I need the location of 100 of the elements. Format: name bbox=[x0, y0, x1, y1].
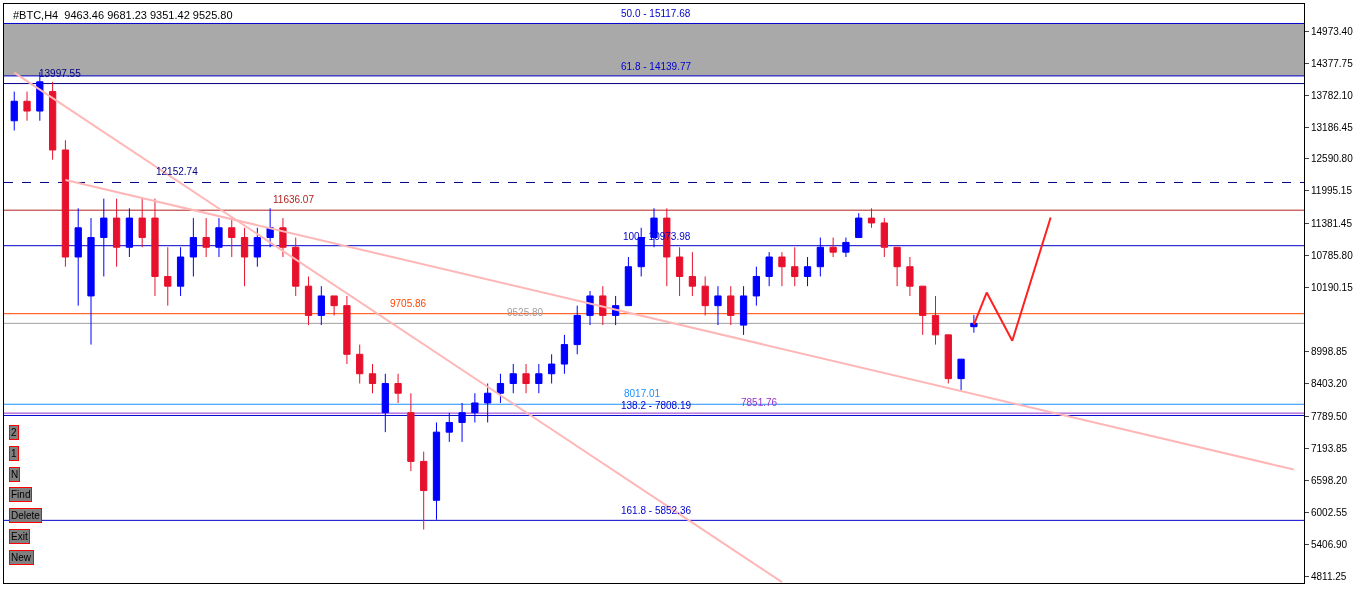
candlestick bbox=[637, 227, 645, 277]
candlestick bbox=[432, 421, 441, 521]
candlestick bbox=[48, 81, 57, 161]
candlestick bbox=[560, 334, 569, 375]
candlestick bbox=[176, 246, 185, 297]
candlestick bbox=[292, 237, 300, 297]
candlestick bbox=[215, 217, 223, 258]
candlestick bbox=[10, 91, 18, 131]
candlestick bbox=[624, 256, 633, 307]
candlestick bbox=[919, 285, 927, 336]
candlestick bbox=[522, 363, 530, 394]
candlestick bbox=[931, 295, 940, 346]
annotation: 2 bbox=[11, 427, 17, 438]
candlestick bbox=[906, 256, 914, 297]
candlestick bbox=[420, 451, 428, 530]
candlestick bbox=[471, 392, 479, 423]
candlestick bbox=[74, 207, 82, 307]
annotation: Delete bbox=[11, 510, 41, 521]
candlestick bbox=[138, 198, 146, 248]
ref-line-label: 9705.86 bbox=[390, 298, 427, 309]
candlestick bbox=[970, 314, 978, 334]
y-tick-label: 11381.45 bbox=[1311, 218, 1353, 230]
candlestick bbox=[164, 246, 172, 307]
candlestick bbox=[87, 217, 95, 346]
candlestick bbox=[23, 91, 31, 122]
annotation: New bbox=[11, 552, 32, 563]
y-tick-label: 8998.85 bbox=[1311, 346, 1348, 358]
ref-line-label: 8017.01 bbox=[624, 388, 661, 399]
candlestick bbox=[791, 246, 799, 287]
text: #BTC,H4 9463.46 9681.23 9351.42 9525.80 bbox=[13, 9, 233, 21]
candlestick bbox=[407, 392, 415, 472]
candlestick bbox=[317, 285, 325, 326]
y-tick-label: 11995.15 bbox=[1311, 185, 1353, 197]
annotation: 161.8 - 5852.36 bbox=[621, 505, 692, 516]
y-tick-label: 10190.15 bbox=[1311, 282, 1354, 294]
candlestick bbox=[266, 207, 274, 248]
candlestick bbox=[752, 266, 760, 307]
candlestick bbox=[445, 412, 453, 443]
y-tick-label: 4811.25 bbox=[1311, 570, 1347, 582]
y-tick-label: 10785.80 bbox=[1311, 250, 1354, 262]
candlestick bbox=[586, 290, 594, 326]
candlestick bbox=[765, 251, 773, 287]
candlestick bbox=[202, 217, 210, 258]
candlestick bbox=[675, 246, 684, 297]
candlestick bbox=[867, 207, 876, 229]
annotation: 61.8 - 14139.77 bbox=[621, 61, 692, 72]
y-tick-label: 14377.75 bbox=[1311, 57, 1354, 69]
candlestick bbox=[957, 358, 965, 391]
y-tick-label: 6002.55 bbox=[1311, 506, 1348, 518]
candlestick bbox=[944, 334, 952, 385]
candlestick bbox=[535, 363, 543, 394]
y-tick-label: 12590.80 bbox=[1311, 153, 1354, 165]
annotation: Exit bbox=[11, 531, 28, 542]
y-tick-label: 6598.20 bbox=[1311, 474, 1348, 486]
candlestick bbox=[778, 251, 786, 287]
candlestick bbox=[548, 353, 556, 385]
y-tick-label: 7789.50 bbox=[1311, 410, 1348, 422]
candlestick bbox=[739, 285, 748, 336]
candlestick bbox=[893, 246, 901, 287]
candlestick bbox=[816, 237, 824, 277]
candlestick bbox=[189, 217, 197, 277]
annotation: 50.0 - 15117.68 bbox=[621, 8, 691, 19]
candlestick bbox=[727, 285, 735, 326]
candlestick bbox=[240, 227, 249, 287]
candlestick bbox=[151, 198, 159, 297]
candlestick bbox=[458, 402, 466, 443]
candlestick bbox=[714, 285, 722, 326]
y-tick-label: 13782.10 bbox=[1311, 89, 1354, 101]
candlestick bbox=[880, 217, 888, 258]
y-tick-label: 14973.40 bbox=[1311, 25, 1354, 37]
candlestick bbox=[855, 212, 863, 239]
candlestick bbox=[343, 295, 351, 365]
candlestick bbox=[356, 344, 364, 385]
candlestick bbox=[112, 198, 121, 268]
candlestick bbox=[484, 383, 492, 423]
candlestick bbox=[125, 207, 134, 258]
candlestick bbox=[100, 198, 108, 277]
candlestick bbox=[509, 363, 517, 394]
candlestick bbox=[330, 295, 338, 316]
candlestick bbox=[381, 373, 389, 433]
candlestick bbox=[279, 217, 287, 258]
candlestick bbox=[394, 373, 402, 404]
y-tick-label: 7193.85 bbox=[1311, 442, 1348, 454]
candlestick bbox=[599, 285, 607, 326]
ref-line-label: 11636.07 bbox=[273, 194, 315, 205]
y-tick-label: 5406.90 bbox=[1311, 538, 1348, 550]
y-tick-label: 13186.45 bbox=[1311, 121, 1354, 133]
candlestick bbox=[573, 305, 581, 355]
annotation: 1 bbox=[11, 448, 17, 459]
y-tick-label: 8403.20 bbox=[1311, 378, 1348, 390]
candlestick bbox=[61, 139, 70, 268]
candlestick bbox=[829, 237, 837, 258]
candlestick bbox=[803, 256, 812, 287]
candlestick bbox=[496, 373, 505, 404]
candlestick bbox=[688, 251, 697, 297]
annotation: N bbox=[11, 469, 19, 480]
candlestick bbox=[228, 217, 236, 258]
candlestick bbox=[304, 275, 313, 326]
annotation: Find bbox=[11, 489, 31, 500]
candlestick bbox=[253, 227, 261, 268]
